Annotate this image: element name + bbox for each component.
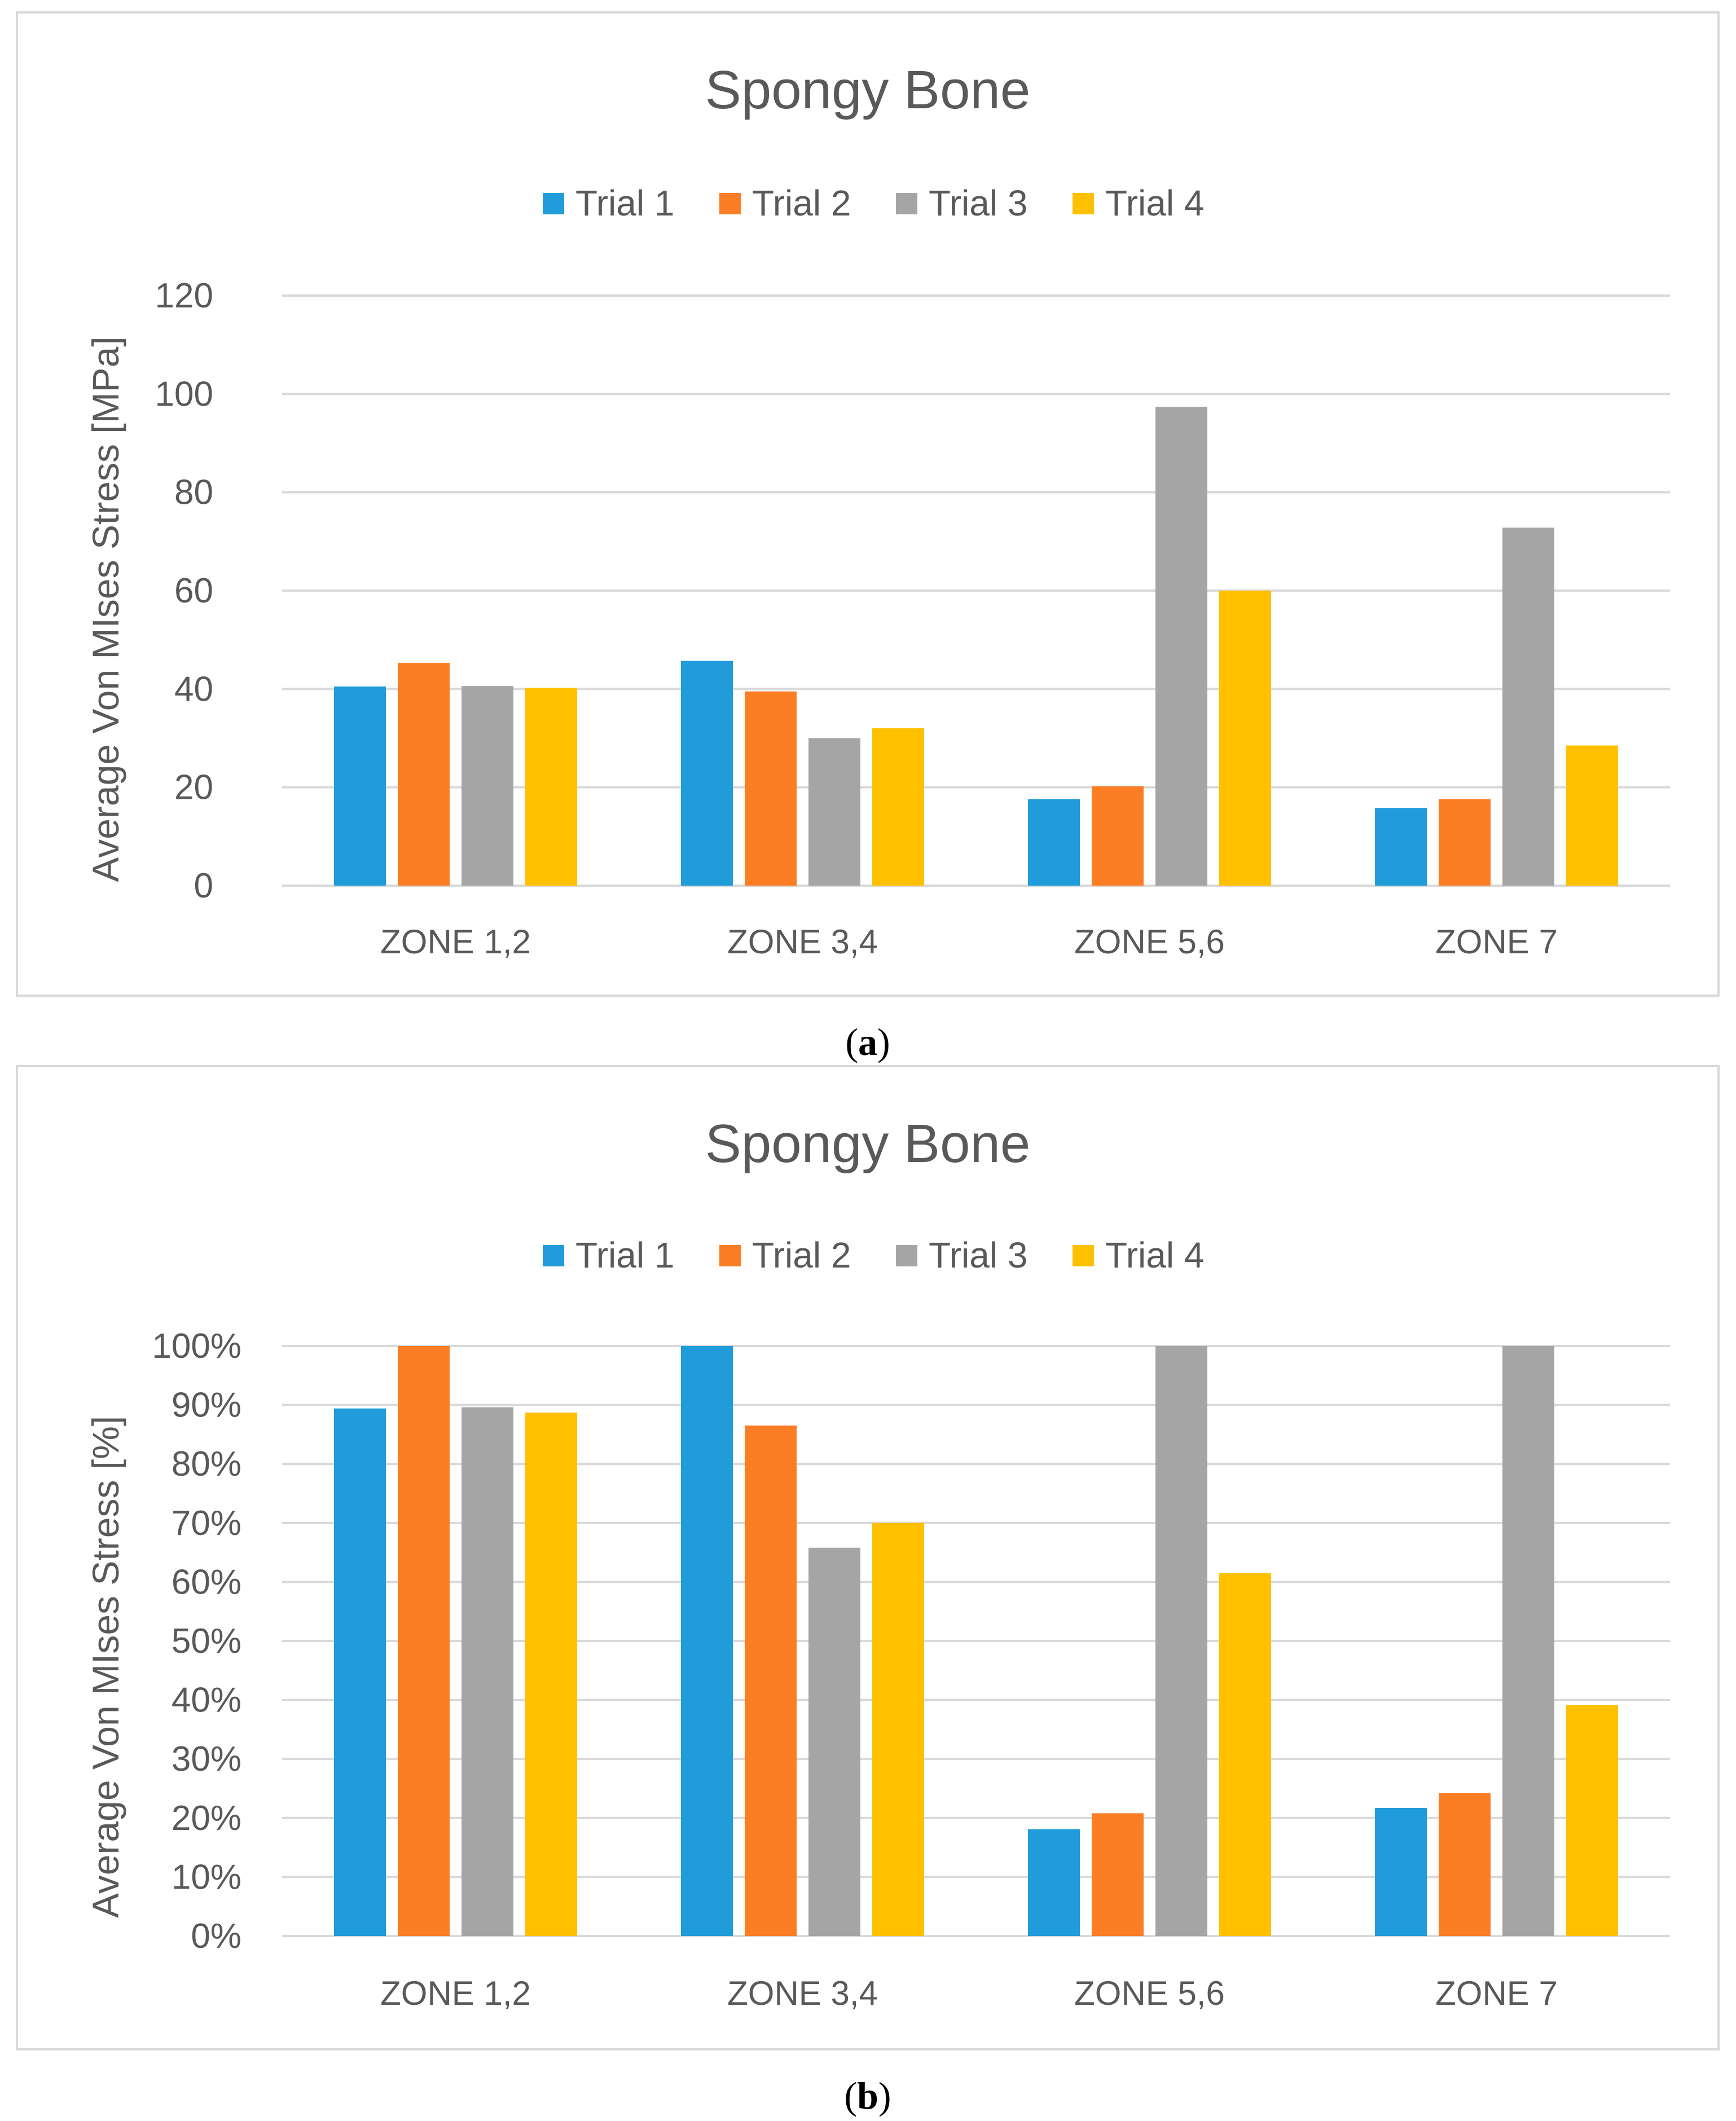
chart-title-b: Spongy Bone xyxy=(705,1114,1030,1174)
legend-swatch-trial1-a xyxy=(543,193,564,214)
legend-label-trial4-a: Trial 4 xyxy=(1105,183,1204,223)
bar-trial2-zone1-a xyxy=(398,663,450,886)
caption-a-open: ( xyxy=(845,1020,858,1063)
bar-trial2-zone2-a xyxy=(745,691,797,886)
y-tick-label-b: 40% xyxy=(172,1681,241,1720)
legend-swatch-trial4-a xyxy=(1073,193,1094,214)
legend-label-trial1-b: Trial 1 xyxy=(575,1235,674,1275)
chart-frame-b xyxy=(16,1065,1720,2050)
x-category-label-b: ZONE 7 xyxy=(1435,1974,1558,2012)
bar-trial3-zone4-a xyxy=(1502,527,1554,886)
x-category-label-b: ZONE 3,4 xyxy=(727,1974,878,2012)
bar-trial4-zone3-b xyxy=(1219,1573,1271,1936)
legend-swatch-trial3-a xyxy=(896,193,917,214)
bar-trial1-zone2-b xyxy=(681,1346,733,1936)
bar-trial1-zone4-a xyxy=(1375,808,1427,886)
y-axis-label-b: Average Von MIses Stress [%] xyxy=(85,1416,126,1918)
caption-a: (a) xyxy=(845,1020,890,1063)
x-category-label-a: ZONE 1,2 xyxy=(380,923,531,961)
legend-label-trial3-b: Trial 3 xyxy=(929,1235,1027,1275)
bar-trial2-zone1-b xyxy=(398,1346,450,1936)
chart-panel-b: Spongy Bone Trial 1 Trial 2 Trial 3 Tria… xyxy=(16,1065,1720,2117)
bar-trial1-zone2-a xyxy=(681,661,733,886)
y-tick-label-a: 120 xyxy=(155,276,213,315)
y-axis-label-a: Average Von MIses Stress [MPa] xyxy=(85,336,126,882)
bar-trial3-zone1-a xyxy=(462,686,513,886)
bar-trial3-zone2-b xyxy=(808,1547,860,1936)
y-tick-label-b: 100% xyxy=(152,1327,241,1366)
y-tick-label-b: 20% xyxy=(172,1799,241,1838)
bar-trial2-zone4-a xyxy=(1439,799,1491,886)
bar-trial1-zone4-b xyxy=(1375,1808,1427,1936)
x-category-label-a: ZONE 3,4 xyxy=(727,923,878,961)
y-tick-label-b: 90% xyxy=(172,1386,241,1425)
plot-area-a: 0 20 40 60 80 100 120 ZONE 1,2 ZONE 3,4 ZONE 5,6 Z… xyxy=(155,276,1670,961)
bar-trial1-zone1-a xyxy=(334,686,386,886)
chart-title-a: Spongy Bone xyxy=(705,60,1030,120)
y-tick-label-b: 80% xyxy=(172,1445,241,1484)
legend-label-trial1-a: Trial 1 xyxy=(575,183,674,223)
legend-b: Trial 1 Trial 2 Trial 3 Trial 4 xyxy=(543,1235,1204,1275)
caption-b-close: ) xyxy=(878,2074,891,2117)
x-category-label-a: ZONE 7 xyxy=(1435,923,1558,961)
caption-b-letter: b xyxy=(857,2074,878,2117)
legend-swatch-trial4-b xyxy=(1073,1245,1094,1266)
y-tick-label-a: 40 xyxy=(174,670,213,709)
caption-b: (b) xyxy=(844,2074,891,2117)
legend-label-trial2-b: Trial 2 xyxy=(752,1235,851,1275)
y-tick-label-b: 30% xyxy=(172,1740,241,1779)
y-tick-label-b: 0% xyxy=(191,1917,241,1956)
bar-trial2-zone2-b xyxy=(745,1425,797,1936)
caption-b-open: ( xyxy=(844,2074,857,2117)
x-category-label-b: ZONE 5,6 xyxy=(1074,1974,1225,2012)
bar-trial4-zone4-a xyxy=(1566,745,1618,886)
y-tick-label-a: 80 xyxy=(174,473,213,512)
y-tick-label-b: 10% xyxy=(172,1858,241,1896)
bar-trial4-zone2-a xyxy=(872,728,924,886)
bar-trial1-zone3-a xyxy=(1028,799,1080,886)
legend-swatch-trial2-a xyxy=(719,193,741,214)
legend-label-trial4-b: Trial 4 xyxy=(1105,1235,1204,1275)
x-category-label-a: ZONE 5,6 xyxy=(1074,923,1225,961)
legend-swatch-trial3-b xyxy=(896,1245,917,1266)
legend-swatch-trial1-b xyxy=(543,1245,564,1266)
bar-trial3-zone3-a xyxy=(1155,406,1207,886)
bar-trial4-zone1-b xyxy=(525,1412,577,1936)
legend-label-trial3-a: Trial 3 xyxy=(929,183,1027,223)
caption-a-close: ) xyxy=(877,1020,890,1063)
bar-trial2-zone3-b xyxy=(1092,1813,1144,1936)
y-tick-label-a: 0 xyxy=(194,866,213,905)
bar-trial3-zone1-b xyxy=(462,1407,513,1936)
y-tick-label-a: 100 xyxy=(155,375,213,413)
bar-trial1-zone3-b xyxy=(1028,1829,1080,1936)
bar-trial3-zone2-a xyxy=(808,738,860,886)
chart-panel-a: Spongy Bone Trial 1 Trial 2 Trial 3 Tria… xyxy=(16,11,1720,1063)
chart-frame-a xyxy=(16,11,1720,997)
y-tick-label-b: 60% xyxy=(172,1563,241,1601)
bar-trial3-zone3-b xyxy=(1155,1346,1207,1936)
x-category-label-b: ZONE 1,2 xyxy=(380,1974,531,2012)
y-tick-label-b: 70% xyxy=(172,1504,241,1543)
bar-trial4-zone4-b xyxy=(1566,1705,1618,1936)
bar-trial1-zone1-b xyxy=(334,1408,386,1936)
legend-a: Trial 1 Trial 2 Trial 3 Trial 4 xyxy=(543,183,1204,223)
y-tick-label-a: 20 xyxy=(174,768,213,807)
bar-trial2-zone4-b xyxy=(1439,1793,1491,1936)
y-tick-label-b: 50% xyxy=(172,1622,241,1661)
bar-trial4-zone2-b xyxy=(872,1522,924,1936)
plot-area-b: 0% 10% 20% 30% 40% 50% 60% 70% 80% 90% 100% ZONE 1,… xyxy=(152,1327,1670,2012)
legend-swatch-trial2-b xyxy=(719,1245,741,1266)
bar-trial3-zone4-b xyxy=(1502,1346,1554,1936)
bar-trial4-zone3-a xyxy=(1219,591,1271,886)
caption-a-letter: a xyxy=(858,1020,877,1063)
y-tick-label-a: 60 xyxy=(174,571,213,610)
legend-label-trial2-a: Trial 2 xyxy=(752,183,851,223)
bar-trial2-zone3-a xyxy=(1092,786,1144,886)
bar-trial4-zone1-a xyxy=(525,688,577,886)
